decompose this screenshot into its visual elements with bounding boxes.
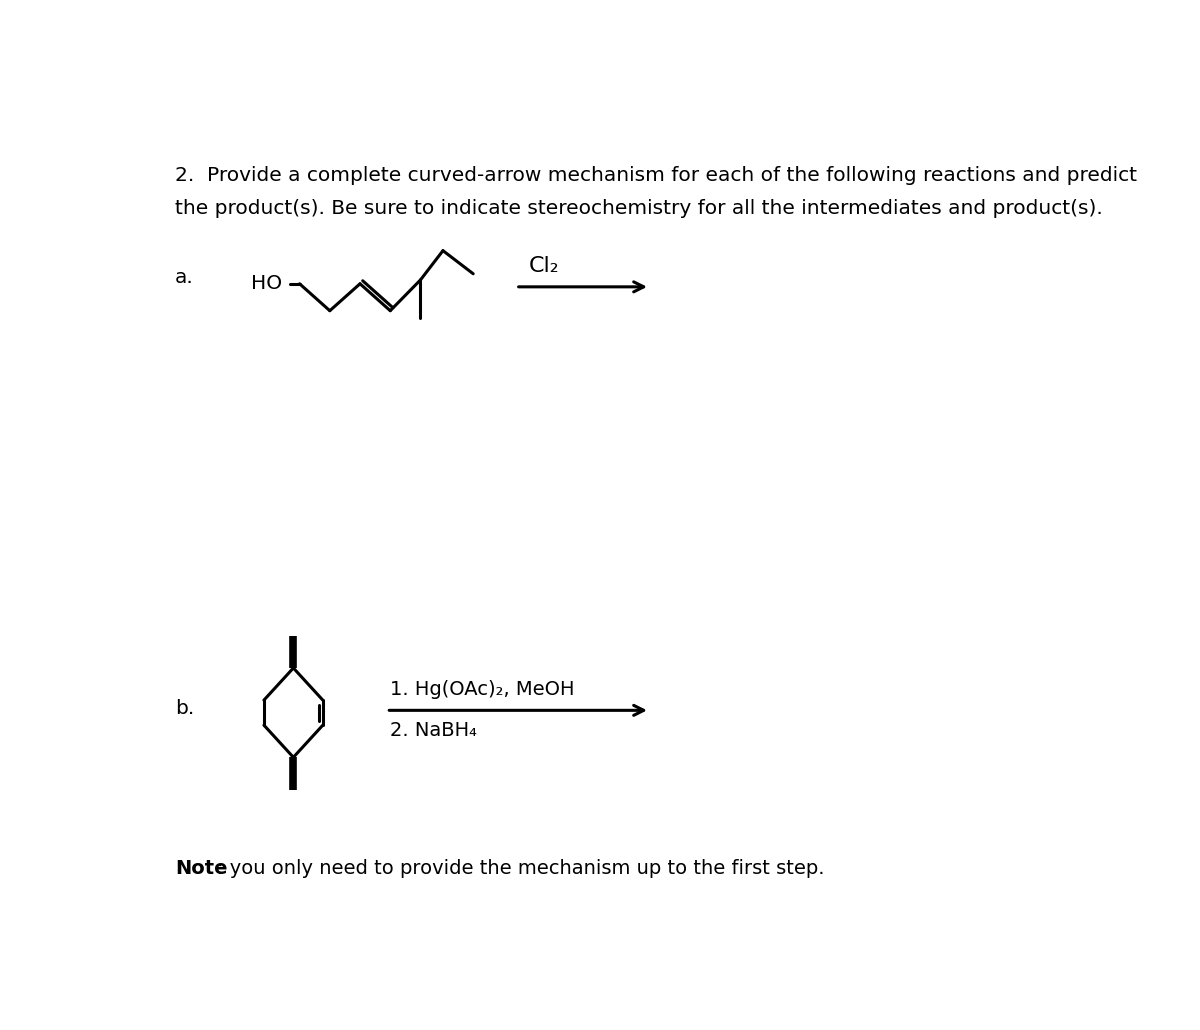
Text: Cl₂: Cl₂ [528, 256, 559, 276]
Text: HO: HO [251, 274, 282, 294]
Text: : you only need to provide the mechanism up to the first step.: : you only need to provide the mechanism… [217, 859, 824, 879]
Text: Note: Note [175, 859, 227, 879]
Text: 1. Hg(OAc)₂, MeOH: 1. Hg(OAc)₂, MeOH [390, 680, 575, 699]
Text: 2. NaBH₄: 2. NaBH₄ [390, 721, 478, 740]
Text: 2.  Provide a complete curved-arrow mechanism for each of the following reaction: 2. Provide a complete curved-arrow mecha… [175, 166, 1136, 185]
Text: a.: a. [175, 268, 193, 287]
Text: b.: b. [175, 699, 194, 718]
Text: the product(s). Be sure to indicate stereochemistry for all the intermediates an: the product(s). Be sure to indicate ster… [175, 199, 1103, 218]
